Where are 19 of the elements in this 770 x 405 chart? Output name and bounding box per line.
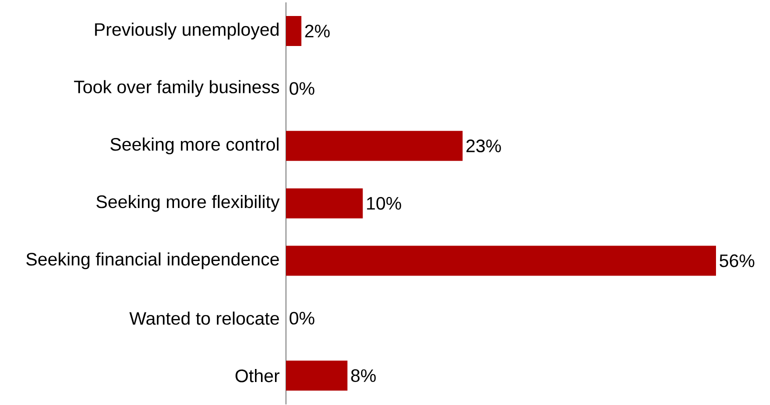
y-tick-label: Other	[236, 369, 280, 382]
data-label: 0%	[290, 312, 314, 325]
y-tick-label: Seeking more flexibility	[96, 194, 280, 212]
bar	[286, 188, 363, 218]
y-tick-label: Seeking financial independence	[26, 252, 279, 270]
bar	[286, 16, 302, 46]
data-label: 10%	[367, 196, 402, 210]
data-label: 56%	[720, 254, 754, 268]
data-label: 8%	[351, 369, 376, 382]
data-label: 2%	[305, 24, 330, 38]
data-label: 23%	[466, 140, 501, 152]
y-tick-label: Previously unemployed	[95, 22, 279, 40]
y-tick-label: Wanted to relocate	[129, 312, 279, 325]
y-tick-label: Seeking more control	[110, 138, 278, 154]
bar	[286, 246, 716, 276]
data-label: 0%	[290, 82, 314, 95]
bar	[286, 360, 348, 391]
y-tick-label: Took over family business	[74, 80, 280, 97]
bar	[286, 130, 463, 161]
